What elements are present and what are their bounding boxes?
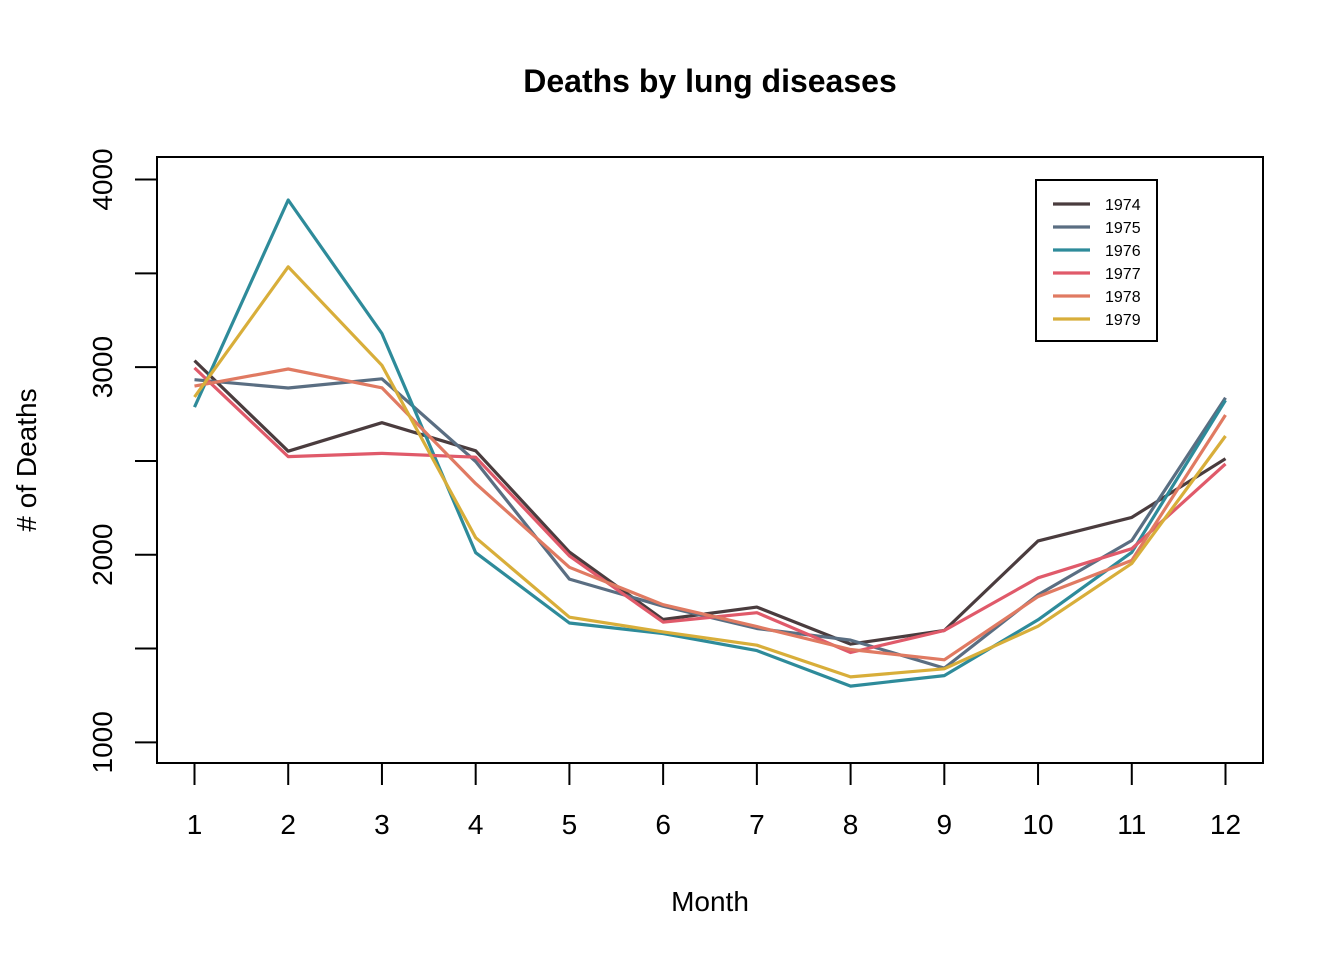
legend-box <box>1035 179 1158 342</box>
x-tick-label: 2 <box>280 809 296 840</box>
y-axis: 1000 2000 3000 4000 <box>87 148 158 774</box>
series-lines <box>193 198 1227 688</box>
x-axis-label: Month <box>671 886 749 917</box>
series-line-1976 <box>193 198 1227 688</box>
y-tick-label: 4000 <box>87 148 118 210</box>
legend-label-1978: 1978 <box>1105 289 1141 306</box>
x-tick-label: 5 <box>562 809 578 840</box>
legend-label-1976: 1976 <box>1105 243 1141 260</box>
legend: 1974 1975 1976 1977 1978 1979 <box>1035 179 1158 342</box>
x-tick-label: 7 <box>749 809 765 840</box>
series-line-1978 <box>194 367 1227 662</box>
chart-title: Deaths by lung diseases <box>523 63 896 99</box>
legend-label-1977: 1977 <box>1105 266 1141 283</box>
y-axis-label: # of Deaths <box>11 388 42 531</box>
x-tick-label: 8 <box>843 809 859 840</box>
legend-label-1975: 1975 <box>1105 220 1141 237</box>
legend-label-1974: 1974 <box>1105 197 1141 214</box>
series-line-1977 <box>193 366 1227 655</box>
x-tick-label: 12 <box>1210 809 1241 840</box>
x-tick-label: 6 <box>655 809 671 840</box>
series-line-1979 <box>193 265 1227 679</box>
x-tick-label: 10 <box>1022 809 1053 840</box>
x-axis: 1 2 3 4 5 6 7 8 9 10 11 12 <box>187 762 1241 840</box>
y-tick-label: 3000 <box>87 336 118 398</box>
legend-label-1979: 1979 <box>1105 312 1141 329</box>
series-line-1975 <box>194 377 1227 670</box>
x-tick-label: 9 <box>937 809 953 840</box>
y-tick-label: 2000 <box>87 524 118 586</box>
x-tick-label: 4 <box>468 809 484 840</box>
x-tick-label: 3 <box>374 809 390 840</box>
x-tick-label: 1 <box>187 809 203 840</box>
y-tick-label: 1000 <box>87 711 118 773</box>
x-tick-label: 11 <box>1117 809 1146 840</box>
legend-entries: 1974 1975 1976 1977 1978 1979 <box>1053 197 1141 329</box>
series-line-1974 <box>193 359 1227 646</box>
